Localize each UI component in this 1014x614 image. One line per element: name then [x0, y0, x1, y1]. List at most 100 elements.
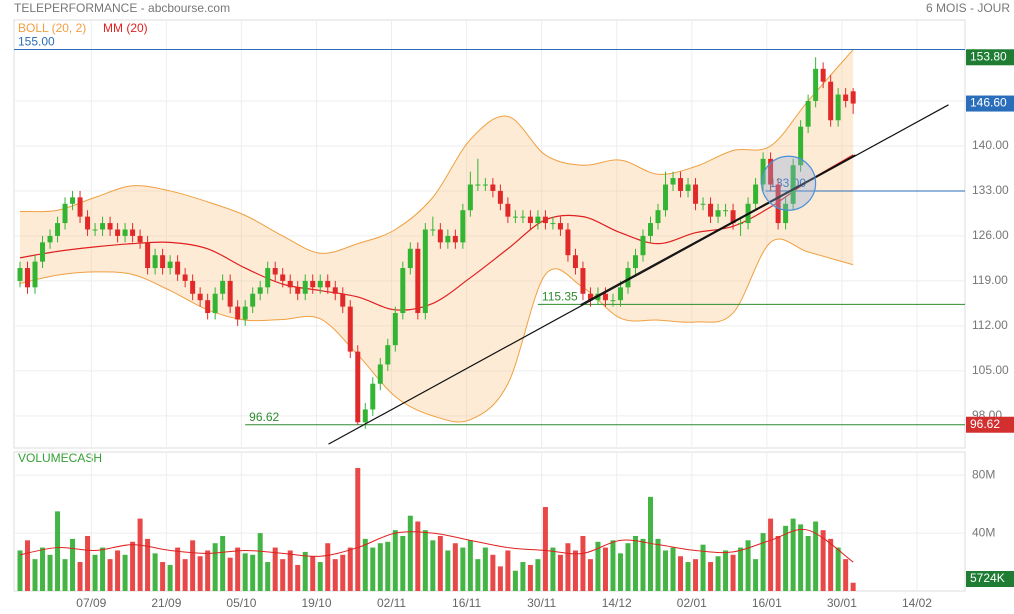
y-tick-label: 40M	[972, 525, 995, 539]
candle-body	[145, 242, 151, 269]
volume-bar	[783, 525, 789, 591]
candle-body	[678, 178, 684, 191]
candle-body	[422, 229, 428, 314]
volume-bar	[62, 559, 68, 591]
volume-bar	[475, 559, 481, 591]
price-panel	[13, 19, 966, 449]
volume-bar	[340, 554, 346, 591]
volume-bar	[640, 538, 646, 591]
volume-bar	[115, 550, 121, 591]
candle-body	[197, 293, 203, 301]
volume-bar	[257, 533, 263, 591]
x-tick-label: 14/02	[902, 596, 932, 610]
volume-bar	[242, 553, 248, 591]
volume-bar	[820, 530, 826, 591]
candle-body	[227, 280, 233, 307]
candle-body	[663, 184, 669, 211]
volume-bar	[385, 541, 391, 591]
volume-bar	[497, 566, 503, 591]
volume-bar	[730, 554, 736, 591]
candle-body	[602, 293, 608, 301]
volume-bar	[708, 562, 714, 591]
volume-bar	[490, 554, 496, 591]
candle-body	[235, 306, 241, 320]
candle-body	[347, 306, 353, 352]
candle-body	[340, 293, 346, 307]
candle-body	[640, 235, 646, 256]
x-tick-label: 19/10	[301, 596, 331, 610]
candle-body	[385, 345, 391, 365]
volume-bar	[850, 582, 856, 591]
candle-body	[332, 287, 338, 294]
volume-bar	[32, 559, 38, 591]
volume-bar	[70, 538, 76, 591]
y-tick-label: 80M	[972, 467, 995, 481]
volume-bar	[100, 547, 106, 591]
candle-body	[670, 178, 676, 185]
candle-body	[685, 184, 691, 191]
candle-body	[723, 210, 729, 212]
candle-body	[557, 223, 563, 230]
candle-body	[565, 229, 571, 256]
volume-bar	[310, 556, 316, 591]
candle-body	[775, 184, 781, 224]
candle-body	[355, 351, 361, 423]
volume-bar	[550, 547, 556, 591]
x-tick-label: 16/01	[752, 596, 782, 610]
candle-body	[625, 268, 631, 288]
volume-bar	[482, 547, 488, 591]
volume-bar	[415, 521, 421, 591]
volume-bar	[332, 559, 338, 591]
candle-body	[175, 261, 181, 275]
candle-body	[497, 190, 503, 204]
volume-average	[19, 528, 854, 563]
trendline	[580, 154, 856, 306]
volume-bar	[760, 533, 766, 591]
y-tick-label: 133.00	[972, 183, 1009, 197]
x-tick-label: 16/11	[452, 596, 481, 610]
candle-body	[295, 287, 301, 294]
candle-body	[137, 235, 143, 243]
x-tick-label: 14/12	[602, 596, 632, 610]
volume-bar	[452, 543, 458, 591]
candle-body	[302, 280, 308, 294]
legend-boll: BOLL (20, 2)	[18, 21, 86, 35]
volume-bar	[280, 559, 286, 591]
volume-bar	[407, 515, 413, 591]
candle-body	[85, 216, 91, 230]
volume-bar	[617, 553, 623, 591]
candle-body	[25, 268, 31, 288]
volume-bar	[295, 564, 301, 591]
candle-body	[362, 409, 368, 423]
candle-body	[730, 210, 736, 224]
volume-bar	[805, 535, 811, 591]
candle-body	[520, 216, 526, 218]
candle-body	[212, 293, 218, 314]
volume-bar	[738, 547, 744, 591]
legend-mm: MM (20)	[103, 21, 148, 35]
volume-bar	[437, 535, 443, 591]
volume-bar	[182, 559, 188, 591]
candle-body	[790, 165, 796, 204]
volume-bar	[670, 547, 676, 591]
candle-body	[835, 94, 841, 121]
candle-body	[708, 203, 714, 217]
volume-bar	[40, 547, 46, 591]
volume-bar	[392, 530, 398, 591]
volume-bar	[272, 547, 278, 591]
volume-bar	[715, 556, 721, 591]
volume-bar	[512, 570, 518, 591]
x-tick-label: 30/11	[527, 596, 556, 610]
volume-bar	[835, 547, 841, 591]
level-box-label: 96.62	[970, 417, 1000, 431]
volume-bar	[753, 559, 759, 591]
volume-bar	[790, 518, 796, 591]
candle-body	[587, 293, 593, 301]
volume-bar	[587, 559, 593, 591]
volume-bar	[265, 562, 271, 591]
volume-bar	[648, 496, 654, 591]
candle-body	[265, 268, 271, 288]
candle-body	[55, 223, 61, 236]
candle-body	[617, 287, 623, 301]
candle-body	[325, 280, 331, 288]
